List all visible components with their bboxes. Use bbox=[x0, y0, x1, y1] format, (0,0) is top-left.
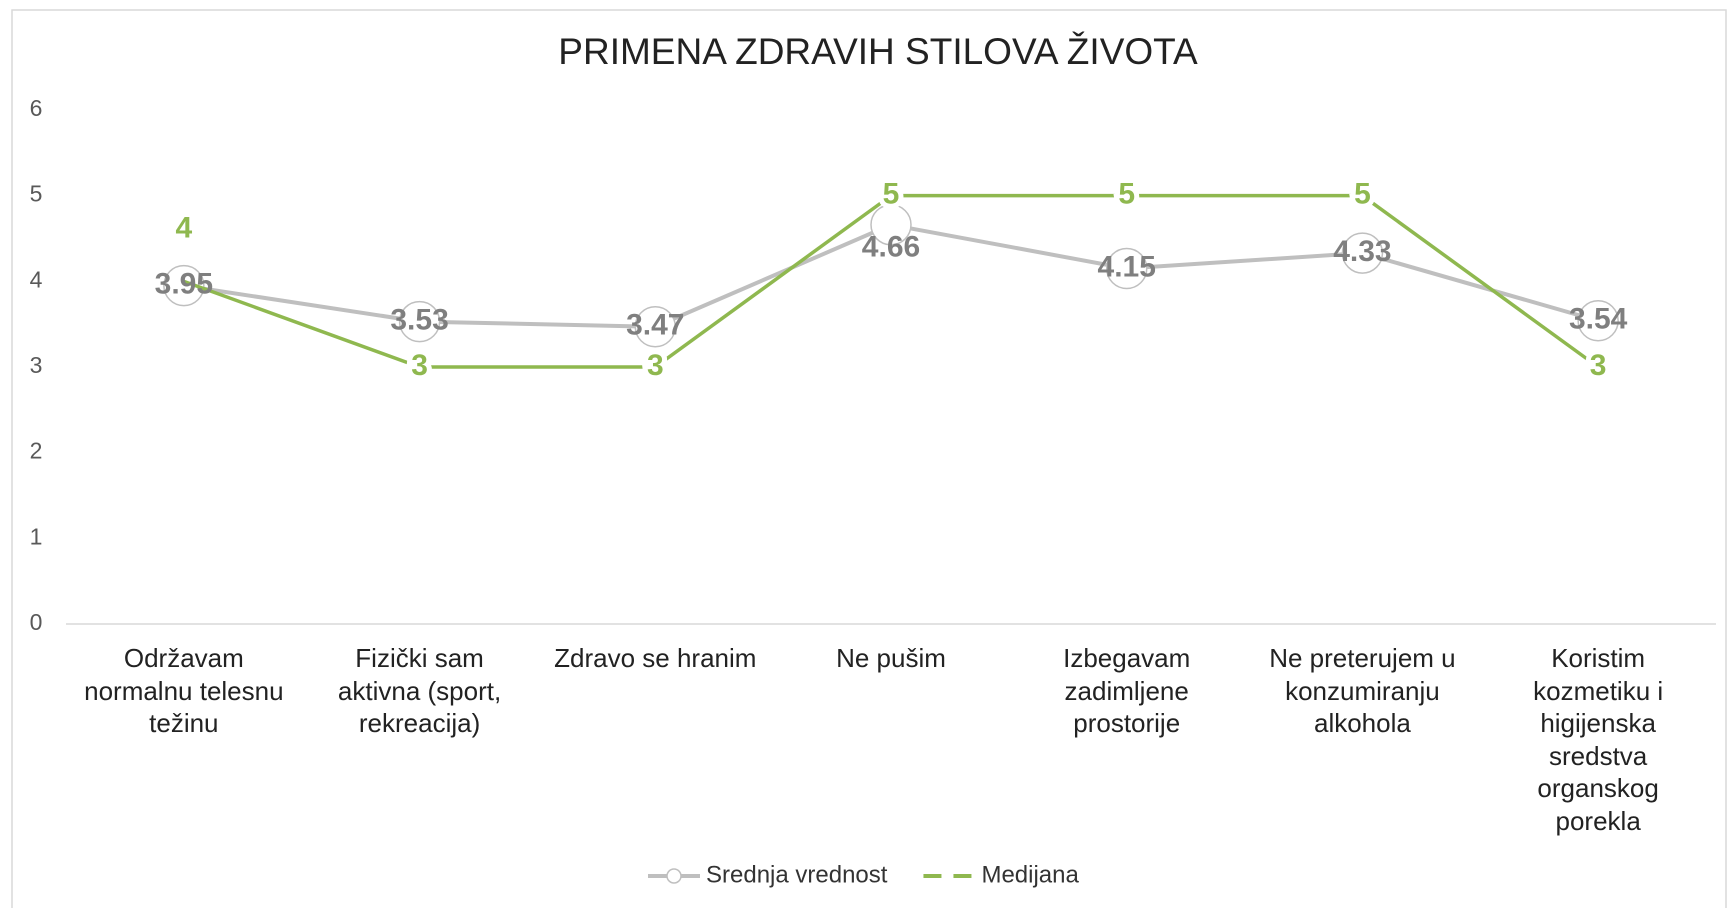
marker bbox=[634, 305, 677, 348]
data-label: 3 bbox=[411, 349, 428, 382]
x-tick-label: Koristim kozmetiku i higijenska sredstva… bbox=[1533, 643, 1664, 836]
data-label: 3.95 bbox=[155, 268, 213, 301]
data-label: 5 bbox=[1354, 178, 1371, 211]
y-tick-label: 2 bbox=[30, 438, 43, 464]
y-tick-label: 3 bbox=[30, 352, 43, 378]
x-tick-label: Ne pušim bbox=[836, 643, 946, 673]
data-label: 5 bbox=[883, 178, 900, 211]
data-label: 3.47 bbox=[626, 309, 684, 342]
data-label: 4.66 bbox=[862, 231, 920, 264]
data-label: 5 bbox=[1118, 178, 1135, 211]
y-tick-label: 1 bbox=[30, 523, 43, 549]
marker bbox=[1105, 247, 1148, 290]
y-tick-label: 4 bbox=[30, 266, 43, 292]
data-label: 4.33 bbox=[1333, 235, 1391, 268]
chart-title: PRIMENA ZDRAVIH STILOVA ŽIVOTA bbox=[558, 31, 1198, 72]
y-tick-label: 0 bbox=[30, 609, 43, 635]
y-tick-label: 5 bbox=[30, 181, 43, 207]
legend-label: Medijana bbox=[981, 861, 1079, 888]
marker bbox=[870, 204, 912, 246]
x-tick-label: Održavam normalnu telesnu težinu bbox=[84, 643, 284, 738]
data-label: 3.53 bbox=[390, 304, 448, 337]
x-tick-label: Fizički sam aktivna (sport, rekreacija) bbox=[337, 643, 502, 738]
legend-marker bbox=[666, 868, 682, 884]
marker bbox=[163, 264, 205, 307]
marker bbox=[398, 300, 441, 343]
x-tick-label: Zdravo se hranim bbox=[554, 643, 757, 673]
data-label: 3.54 bbox=[1569, 303, 1628, 336]
x-tick-label: Izbegavam zadimljene prostorije bbox=[1063, 643, 1191, 738]
data-label: 3 bbox=[647, 349, 664, 382]
chart-border bbox=[11, 9, 1727, 908]
marker bbox=[1341, 232, 1384, 274]
y-tick-label: 6 bbox=[30, 95, 43, 121]
series-line bbox=[183, 193, 1600, 369]
data-label: 4 bbox=[176, 211, 193, 244]
x-tick-label: Ne preterujem u konzumiranju alkohola bbox=[1269, 643, 1456, 738]
data-label: 3 bbox=[1590, 349, 1607, 382]
data-label: 4.15 bbox=[1098, 250, 1156, 283]
marker bbox=[1577, 299, 1619, 342]
legend-label: Srednja vrednost bbox=[706, 861, 888, 888]
